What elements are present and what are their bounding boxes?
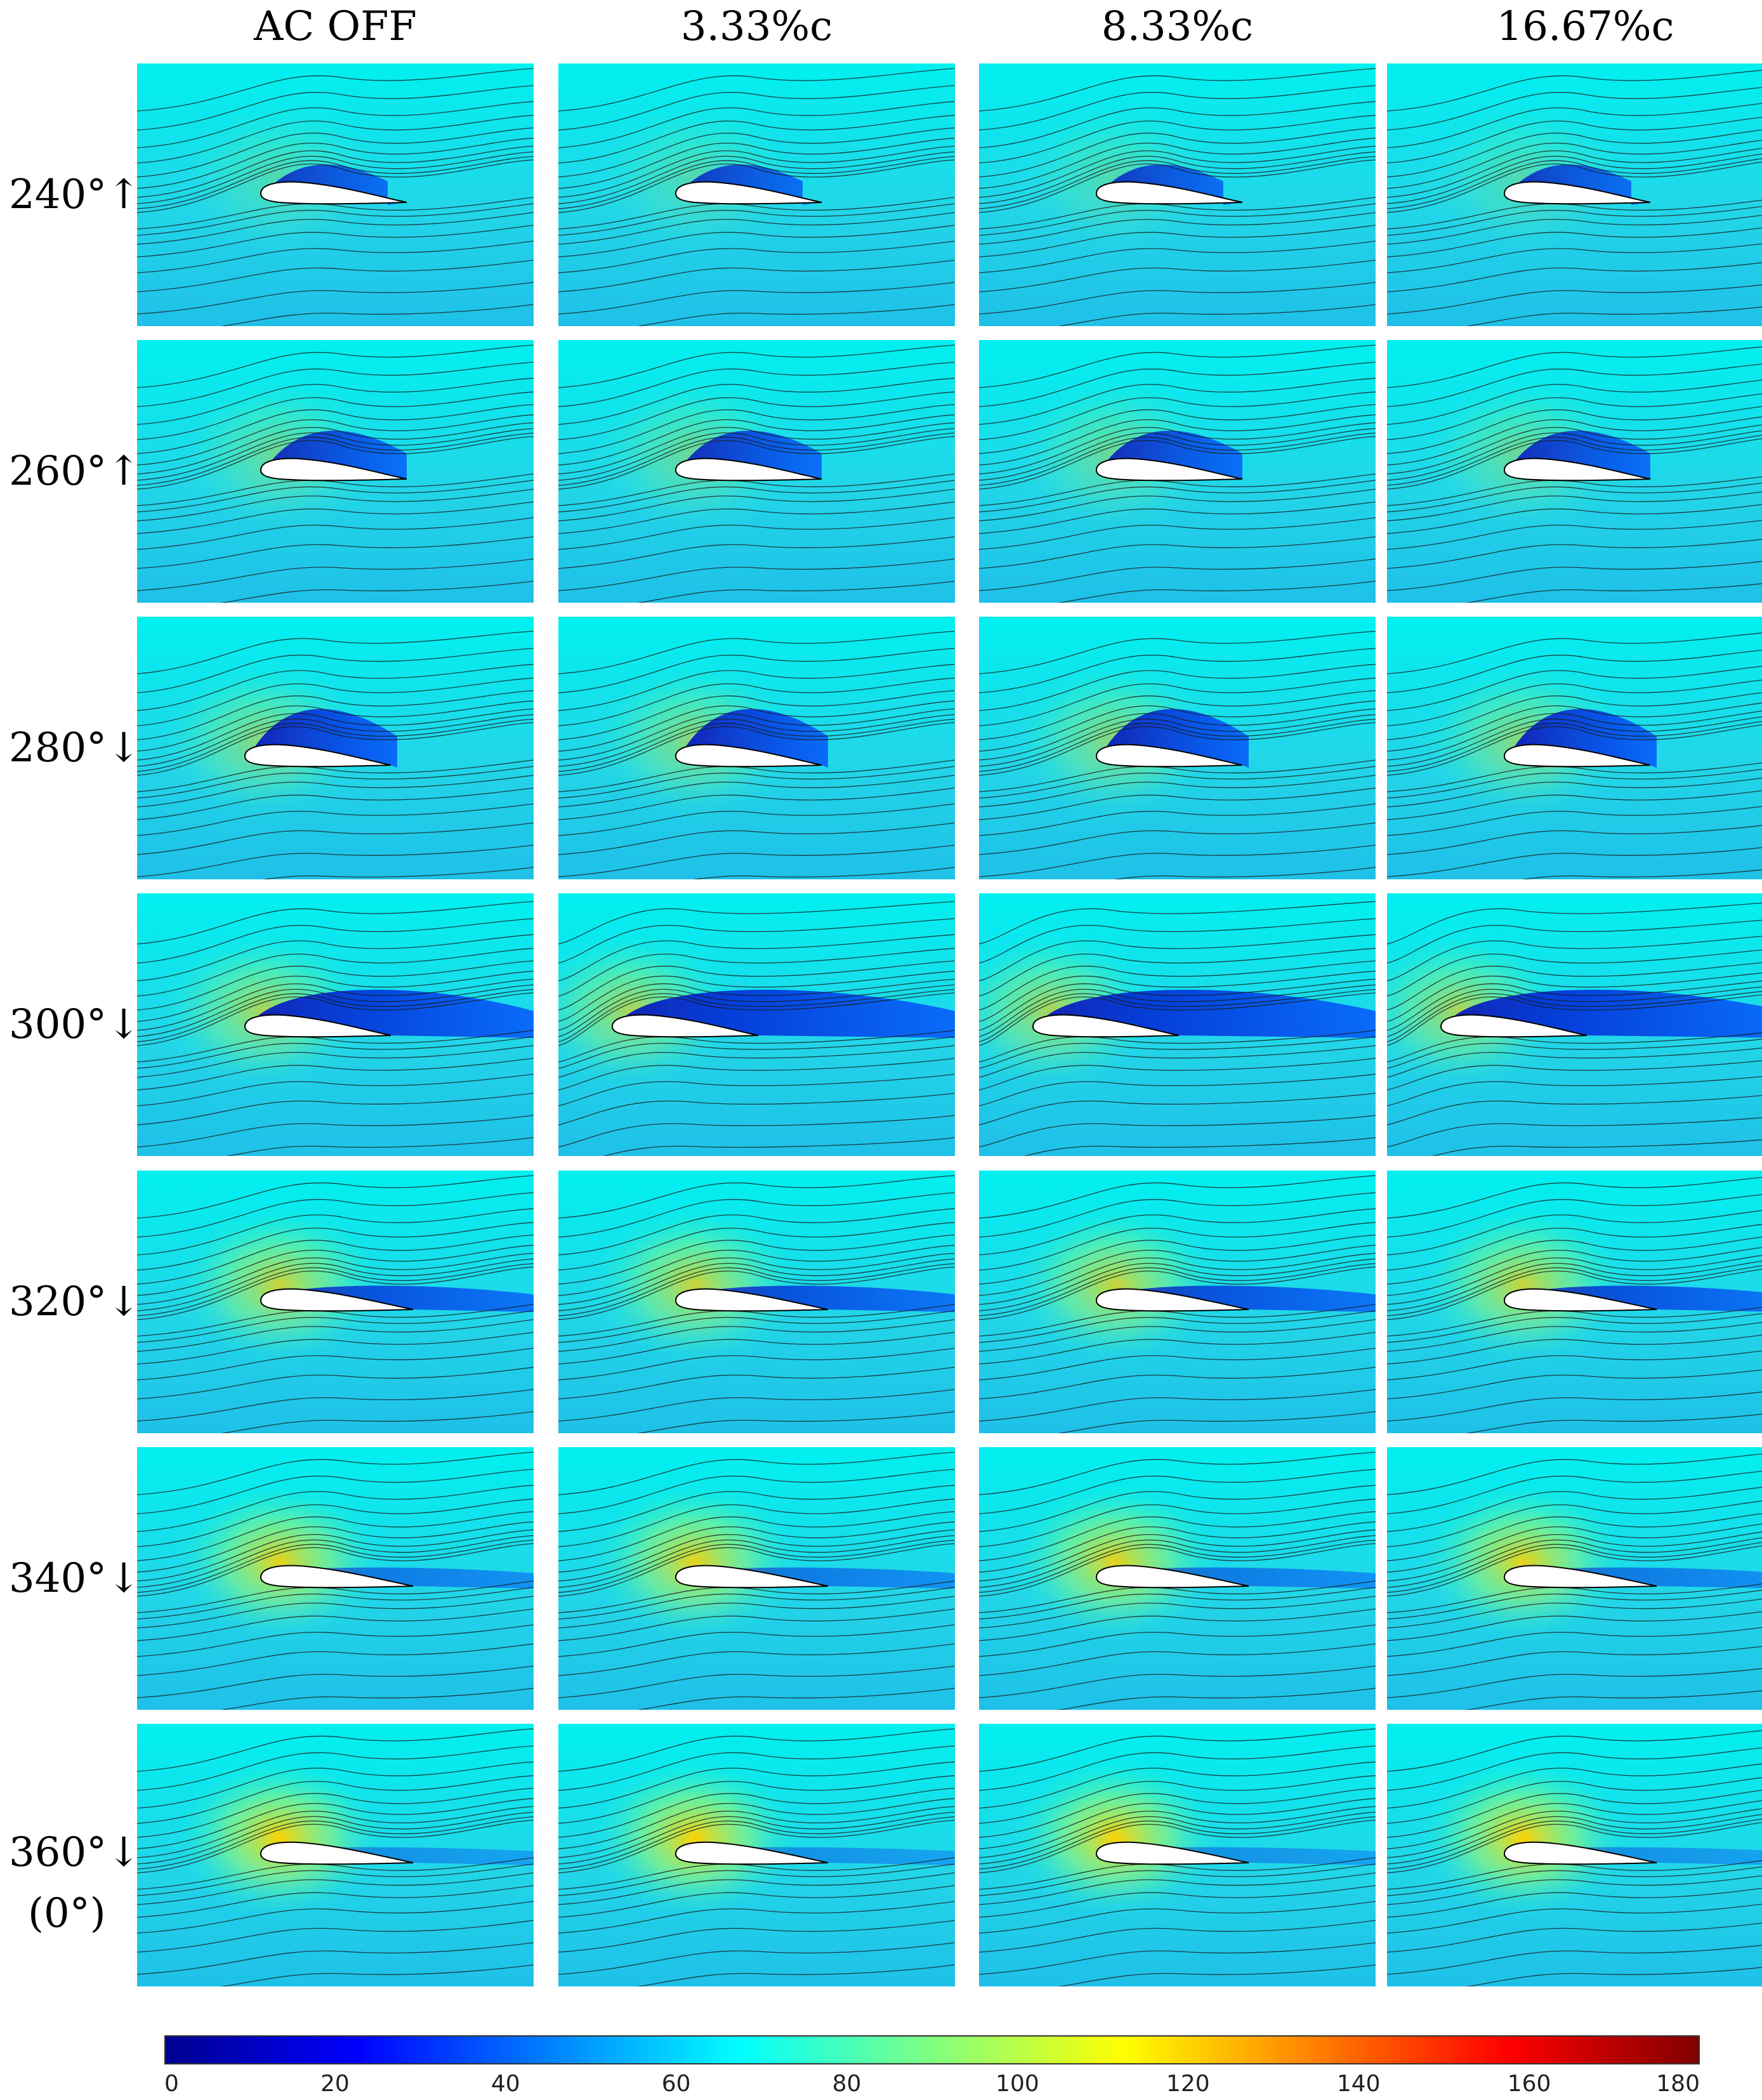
column-header: 3.33%c [680,3,833,50]
colorbar-tick-label: 0 [164,2071,179,2097]
row-header: 240°↑ [9,164,141,225]
flow-field-panel [979,893,1376,1156]
flow-field-panel [558,617,955,879]
row-header-label: 340°↓ [9,1555,141,1602]
row-header-label: 320°↓ [9,1278,141,1325]
colorbar-tick-label: 140 [1336,2071,1381,2097]
flow-field-panel [979,1447,1376,1710]
flow-field-panel [979,617,1376,879]
flow-field-panel [1387,617,1762,879]
row-header-sublabel: (0°) [28,1890,106,1937]
colorbar-tick-label: 20 [320,2071,350,2097]
row-header-label: 260°↑ [9,448,141,495]
flow-field-panel [1387,63,1762,326]
row-header-label: 240°↑ [9,171,141,218]
row-header: 340°↓ [9,1548,141,1609]
flow-field-panel [979,1171,1376,1433]
colorbar-tick-label: 100 [996,2071,1039,2097]
flow-field-panel [558,63,955,326]
row-header-label: 300°↓ [9,1001,141,1048]
colorbar-tick-label: 180 [1656,2071,1700,2097]
flow-field-panel [137,63,534,326]
flow-field-panel [558,893,955,1156]
colorbar-tick-label: 160 [1507,2071,1551,2097]
flow-field-panel [1387,1447,1762,1710]
flow-field-panel [558,1447,955,1710]
flow-field-panel [137,1171,534,1433]
flow-field-panel [1387,1171,1762,1433]
flow-field-panel [979,1724,1376,1986]
flow-field-panel [137,340,534,603]
flow-field-panel [558,340,955,603]
flow-field-panel [137,1447,534,1710]
flow-field-panel [137,893,534,1156]
colorbar-tick-label: 60 [661,2071,691,2097]
column-header: 8.33%c [1101,3,1254,50]
flow-field-panel [1387,1724,1762,1986]
row-header: 360°↓ (0°) [9,1822,141,1944]
colorbar-tick-label: 120 [1166,2071,1210,2097]
flow-field-panel [1387,893,1762,1156]
row-header: 280°↓ [9,718,141,778]
column-header: AC OFF [254,3,417,50]
row-header: 300°↓ [9,994,141,1055]
flow-field-panel [1387,340,1762,603]
row-header-label: 280°↓ [9,725,141,771]
velocity-colorbar [164,2035,1700,2064]
flow-field-panel [137,1724,534,1986]
colorbar-tick-label: 40 [490,2071,520,2097]
flow-field-panel [558,1171,955,1433]
column-header: 16.67%c [1496,3,1674,50]
row-header: 260°↑ [9,441,141,502]
row-header-label: 360°↓ [9,1829,141,1876]
flow-field-panel [137,617,534,879]
flow-field-panel [979,63,1376,326]
flow-field-panel [558,1724,955,1986]
row-header: 320°↓ [9,1271,141,1332]
flow-field-panel [979,340,1376,603]
colorbar-tick-label: 80 [832,2071,862,2097]
